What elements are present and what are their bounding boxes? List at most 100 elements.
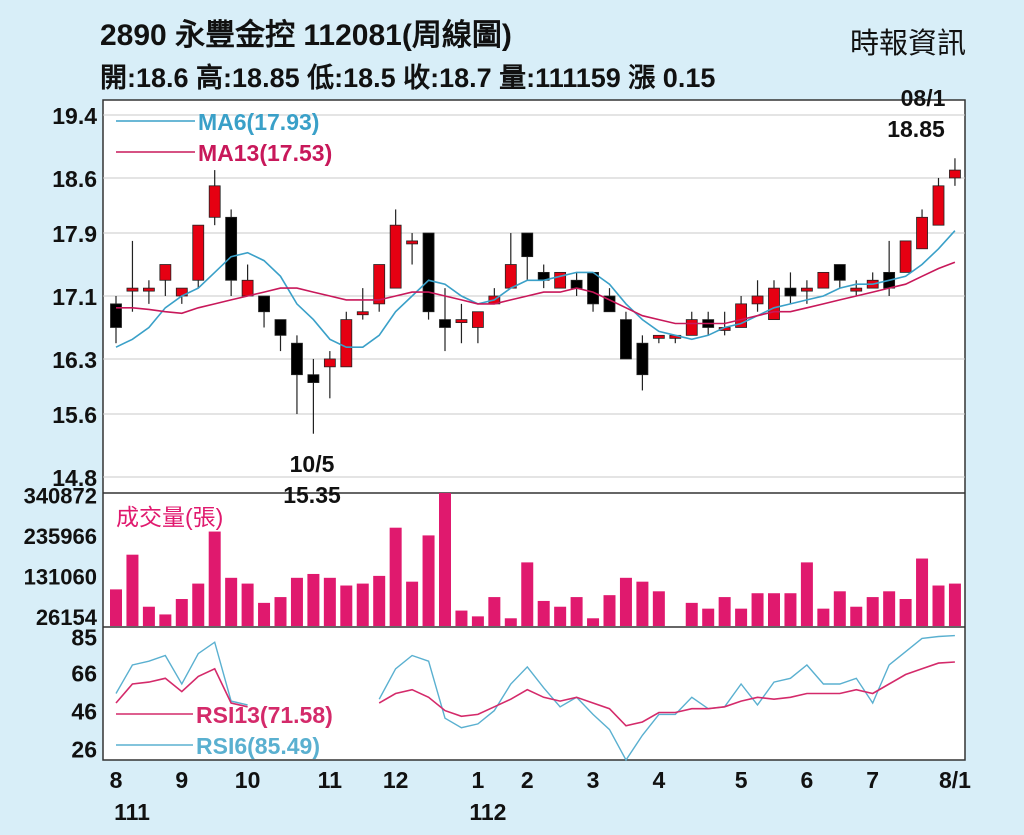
candle-body: [373, 264, 386, 305]
price-tick-label: 17.1: [52, 284, 97, 310]
volume-title: 成交量(張): [116, 504, 223, 530]
candle-body: [274, 319, 287, 336]
volume-bar: [652, 591, 665, 626]
volume-bar: [554, 606, 567, 626]
ma6-line: [115, 230, 956, 349]
candle-body: [652, 334, 665, 339]
volume-bar: [833, 591, 846, 626]
chart-frame: [102, 99, 966, 761]
volume-bar: [603, 595, 616, 626]
candle-body: [916, 216, 928, 250]
price-tick-label: 19.4: [52, 103, 97, 129]
volume-bar: [356, 583, 369, 626]
low-annotation-value: 15.35: [283, 482, 341, 508]
chart-title: 2890 永豐金控 112081(周線圖): [100, 19, 512, 52]
volume-bar: [702, 608, 715, 626]
candle-body: [768, 287, 780, 321]
volume-bar: [439, 493, 451, 626]
volume-bar: [932, 585, 945, 626]
volume-bar: [570, 597, 583, 626]
volume-bar: [735, 608, 748, 626]
price-tick-label: 14.8: [52, 465, 97, 491]
volume-bar: [225, 577, 238, 626]
rsi13-line: [378, 661, 955, 727]
candle-body: [340, 319, 353, 368]
rsi-tick-label: 46: [71, 699, 97, 725]
volume-bar: [488, 597, 501, 626]
rsi-tick-label: 85: [71, 625, 97, 651]
volume-bar: [685, 602, 698, 626]
candle-body: [620, 319, 632, 360]
volume-bar: [208, 531, 221, 626]
candle-body: [603, 295, 616, 313]
candle-body: [192, 224, 205, 281]
volume-bar: [883, 591, 896, 626]
candle-body: [817, 271, 830, 289]
candle-body: [455, 319, 468, 324]
legend-ma13: MA13(17.53): [198, 140, 332, 166]
candle-body: [225, 216, 238, 281]
volume-bar: [537, 600, 550, 626]
volume-bar: [866, 597, 879, 626]
x-tick-label: 9: [175, 767, 188, 793]
candle-body: [439, 319, 451, 328]
candle-body: [307, 374, 320, 383]
price-tick-label: 17.9: [52, 221, 97, 247]
candle-body: [356, 311, 369, 316]
rsi-tick-label: 66: [71, 661, 97, 687]
volume-bar: [373, 575, 386, 626]
volume-bar: [258, 602, 271, 626]
candle-body: [422, 232, 435, 313]
candle-body: [899, 240, 912, 273]
candle-body: [521, 232, 534, 258]
x-tick-label: 12: [383, 767, 409, 793]
rsi6-line: [378, 634, 955, 762]
candle-body: [142, 287, 155, 292]
x-year-label: 112: [469, 799, 506, 825]
volume-tick-label: 235966: [24, 524, 97, 549]
candle-body: [833, 264, 846, 281]
ma13-line: [116, 261, 956, 325]
candle-body: [735, 303, 747, 328]
candle-body: [685, 319, 698, 336]
candle-body: [636, 342, 649, 376]
candle-body: [570, 279, 583, 289]
volume-bar: [784, 593, 797, 626]
candle-body: [751, 295, 764, 305]
volume-bar: [899, 599, 912, 626]
volume-tick-label: 131060: [24, 564, 97, 589]
volume-tick-label: 26154: [36, 605, 98, 630]
price-tick-label: 18.6: [52, 166, 97, 192]
volume-bar: [241, 583, 254, 626]
x-tick-label: 11: [318, 767, 343, 793]
volume-bar: [159, 614, 172, 626]
volume-bar: [800, 562, 813, 626]
candle-body: [504, 264, 517, 289]
candle-body: [159, 264, 172, 281]
volume-bar: [422, 535, 435, 626]
x-tick-label: 6: [801, 767, 814, 793]
candle-body: [208, 185, 221, 218]
x-tick-label: 7: [866, 767, 879, 793]
candle-body: [291, 342, 303, 376]
volume-bar: [126, 554, 139, 626]
price-tick-label: 16.3: [52, 347, 97, 373]
volume-bar: [142, 606, 155, 626]
candle-body: [784, 287, 797, 297]
volume-bar: [751, 593, 764, 626]
volume-bar: [948, 583, 961, 626]
x-tick-label: 8/1: [939, 767, 971, 793]
volume-bar: [110, 589, 122, 626]
volume-bar: [504, 618, 517, 626]
legend-ma6: MA6(17.93): [198, 109, 319, 135]
volume-bar: [718, 597, 731, 626]
legend-rsi13: RSI13(71.58): [196, 702, 333, 728]
candle-body: [258, 295, 270, 313]
x-year-label: 111: [114, 799, 150, 825]
volume-tick-label: 340872: [24, 484, 97, 509]
price-tick-label: 15.6: [52, 402, 97, 428]
volume-bar: [850, 606, 863, 626]
candle-body: [949, 169, 961, 179]
volume-bar: [471, 616, 484, 626]
